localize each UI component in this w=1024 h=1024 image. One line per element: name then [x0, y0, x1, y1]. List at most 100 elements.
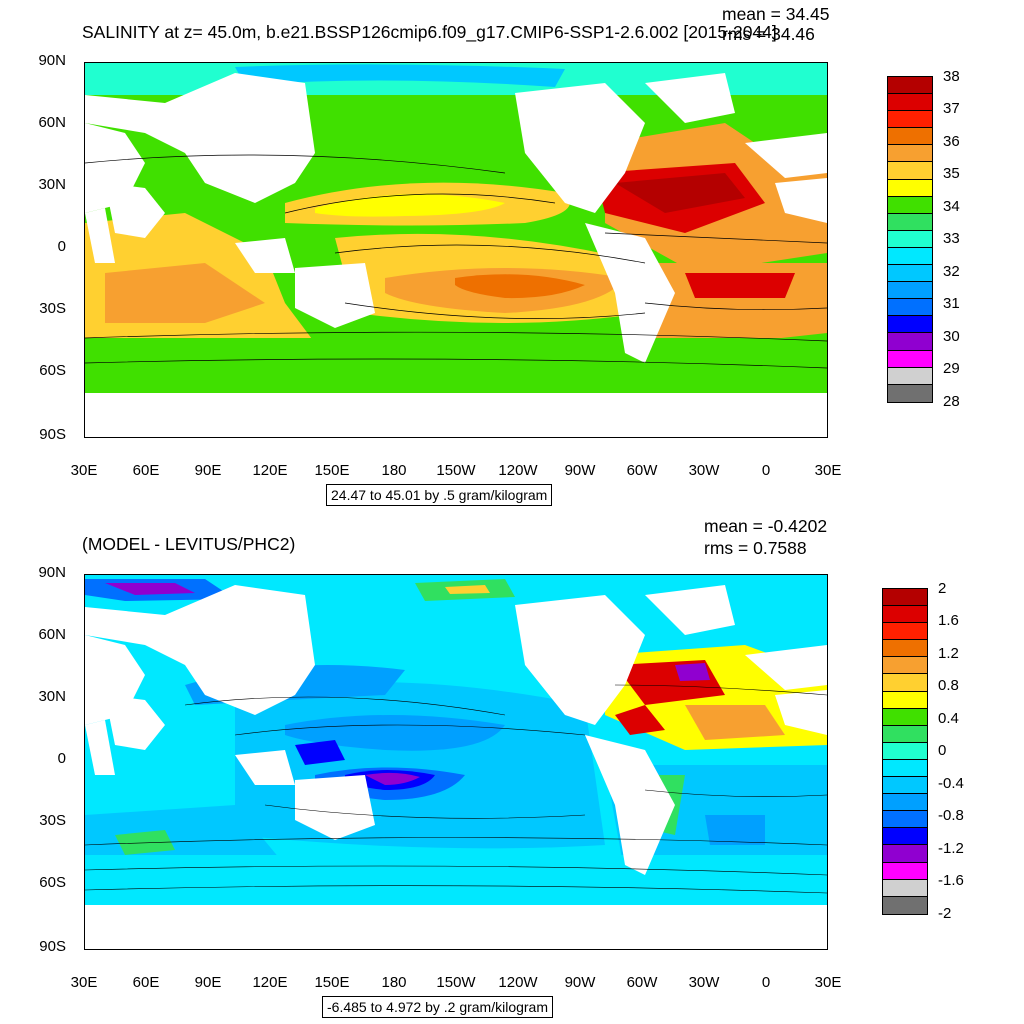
x-tick-label: 180	[381, 974, 407, 991]
x-tick-label: 30E	[814, 462, 842, 479]
x-tick-label: 120E	[252, 974, 288, 991]
colorbar-swatch	[883, 606, 927, 624]
colorbar-swatch	[883, 811, 927, 829]
y-tick-label: 30S	[39, 812, 66, 829]
colorbar-label: 33	[943, 230, 960, 248]
colorbar-swatch	[888, 145, 932, 163]
y-tick-label: 30N	[38, 176, 66, 193]
x-tick-label: 30E	[814, 974, 842, 991]
colorbar-swatch	[883, 879, 927, 897]
x-tick-label: 60W	[626, 462, 658, 479]
colorbar-label: -1.6	[938, 872, 964, 890]
colorbar-label: 30	[943, 327, 960, 345]
rms-stat: rms = 0.7588	[704, 538, 807, 558]
colorbar-label: -2	[938, 904, 952, 922]
colorbar-swatch	[888, 384, 932, 402]
x-tick-label: 90E	[194, 974, 222, 991]
colorbar-swatch	[888, 196, 932, 214]
x-tick-label: 30E	[70, 974, 98, 991]
mean-stat: mean = -0.4202	[704, 516, 828, 536]
colorbar-swatch	[883, 845, 927, 863]
colorbar-swatch	[883, 623, 927, 641]
colorbar-swatch	[888, 350, 932, 368]
x-tick-label: 30E	[70, 462, 98, 479]
x-tick-label: 120W	[498, 974, 538, 991]
colorbar-swatch	[883, 708, 927, 726]
colorbar-swatch	[883, 657, 927, 675]
colorbar-swatch	[888, 128, 932, 146]
y-tick-label: 90N	[38, 564, 66, 581]
colorbar-label: -0.8	[938, 807, 964, 825]
colorbar-swatch	[888, 162, 932, 180]
x-tick-label: 120W	[498, 462, 538, 479]
x-tick-label: 90W	[564, 462, 596, 479]
salinity-map-canvas	[85, 63, 827, 437]
colorbar-swatch	[883, 828, 927, 846]
colorbar-swatch	[883, 691, 927, 709]
contour-info-label: -6.485 to 4.972 by .2 gram/kilogram	[322, 996, 554, 1018]
colorbar-label: 35	[943, 165, 960, 183]
colorbar-swatch	[883, 589, 927, 607]
colorbar-swatch	[883, 794, 927, 812]
x-tick-label: 150W	[436, 462, 476, 479]
colorbar-swatch	[888, 213, 932, 231]
colorbar-label: 29	[943, 360, 960, 378]
colorbar-label: 37	[943, 100, 960, 118]
y-tick-label: 0	[57, 750, 66, 767]
colorbar-swatch	[888, 247, 932, 266]
colorbar-swatch	[888, 94, 932, 112]
colorbar	[882, 588, 928, 915]
mean-stat: mean = 34.45	[722, 4, 830, 24]
colorbar-label: 28	[943, 392, 960, 410]
y-tick-label: 30S	[39, 300, 66, 317]
salinity-panel: SALINITY at z= 45.0m, b.e21.BSSP126cmip6…	[38, 4, 960, 506]
difference-map	[84, 574, 828, 950]
colorbar-label: 38	[943, 68, 960, 85]
x-tick-label: 150E	[314, 974, 350, 991]
colorbar-swatch	[888, 367, 932, 385]
x-tick-label: 0	[761, 462, 771, 479]
panel-title: (MODEL - LEVITUS/PHC2)	[82, 534, 296, 554]
difference-panel: (MODEL - LEVITUS/PHC2) mean = -0.4202 rm…	[0, 512, 1024, 1024]
colorbar-label: 34	[943, 197, 960, 215]
colorbar-swatch	[883, 777, 927, 795]
panel-title: SALINITY at z= 45.0m, b.e21.BSSP126cmip6…	[82, 22, 777, 42]
x-tick-label: 90E	[194, 462, 222, 479]
x-tick-label: 60E	[132, 462, 160, 479]
x-tick-label: 60E	[132, 974, 160, 991]
contour-info-label: 24.47 to 45.01 by .5 gram/kilogram	[326, 484, 553, 506]
y-tick-label: 60S	[39, 362, 66, 379]
colorbar-swatch	[883, 896, 927, 914]
x-tick-label: 90W	[564, 974, 596, 991]
colorbar-swatch	[888, 333, 932, 351]
colorbar-swatch	[888, 179, 932, 197]
colorbar-swatch	[888, 77, 932, 95]
colorbar-label: 0.8	[938, 677, 959, 695]
colorbar-label: 36	[943, 132, 960, 150]
y-tick-label: 60N	[38, 114, 66, 131]
y-tick-label: 30N	[38, 688, 66, 705]
x-tick-label: 60W	[626, 974, 658, 991]
y-tick-label: 90S	[39, 938, 66, 955]
colorbar-label: 2	[938, 580, 947, 597]
colorbar-swatch	[888, 316, 932, 334]
x-tick-label: 180	[381, 462, 407, 479]
colorbar-swatch	[883, 862, 927, 880]
colorbar-swatch	[883, 640, 927, 658]
y-tick-label: 90N	[38, 52, 66, 69]
x-tick-label: 30W	[688, 974, 720, 991]
colorbar-swatch	[883, 725, 927, 743]
colorbar-label: 0	[938, 742, 947, 760]
y-tick-label: 60S	[39, 874, 66, 891]
colorbar-label: 32	[943, 262, 960, 280]
colorbar-swatch	[883, 674, 927, 692]
colorbar-label: -0.4	[938, 774, 964, 792]
colorbar-swatch	[883, 759, 927, 778]
colorbar-label: 1.2	[938, 644, 959, 662]
rms-stat: rms = 34.46	[722, 24, 815, 44]
colorbar-swatch	[888, 265, 932, 283]
colorbar	[887, 76, 933, 403]
x-tick-label: 30W	[688, 462, 720, 479]
y-tick-label: 60N	[38, 626, 66, 643]
y-tick-label: 0	[57, 238, 66, 255]
